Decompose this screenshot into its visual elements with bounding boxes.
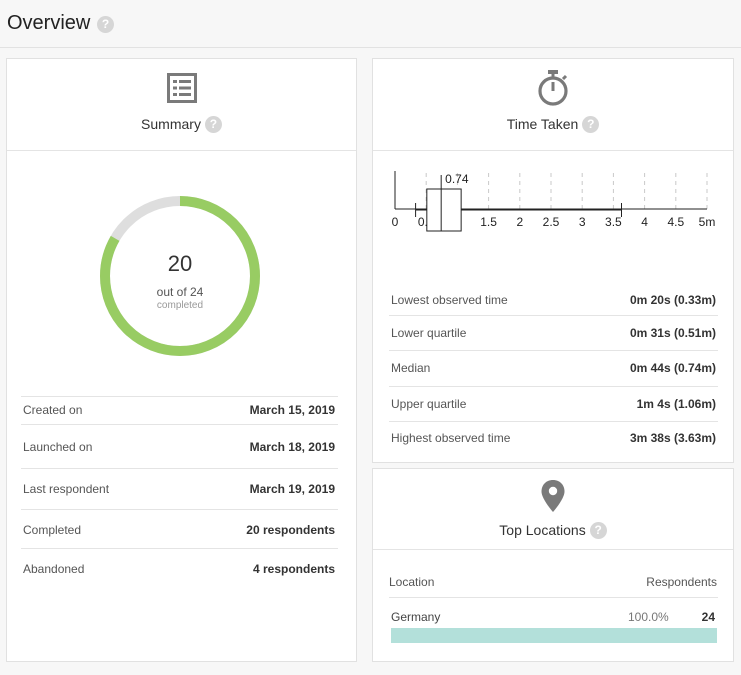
donut-caption: completed — [156, 300, 204, 311]
donut-chart — [100, 196, 260, 356]
tick-label: 2 — [516, 215, 523, 229]
row-value: 1m 4s (1.06m) — [636, 397, 716, 411]
row-value: 0m 44s (0.74m) — [629, 361, 716, 375]
location-name: Germany — [391, 610, 441, 624]
time-taken-title: Time Taken? — [373, 115, 733, 133]
tick-label: 3 — [579, 215, 586, 229]
row-label: Lowest observed time — [391, 293, 508, 307]
divider — [389, 597, 718, 598]
summary-title-text: Summary — [141, 116, 201, 132]
tick-label: 2.5 — [543, 215, 560, 229]
location-percent: 100.0% — [628, 610, 669, 624]
total-count-label: out of 24 — [156, 285, 204, 299]
row-label: Launched on — [23, 440, 93, 454]
location-column-header: Location — [389, 575, 435, 589]
median-label: 0.74 — [445, 172, 469, 186]
completed-count: 20 — [167, 251, 193, 276]
row-label: Upper quartile — [391, 397, 467, 411]
map-pin-icon — [541, 480, 565, 512]
time-taken-help-icon[interactable]: ? — [582, 115, 600, 133]
list-icon — [166, 73, 197, 103]
stopwatch-icon — [538, 70, 568, 106]
tick-label: 5m — [699, 215, 716, 229]
tick-label: 1.5 — [480, 215, 497, 229]
row-value: 4 respondents — [252, 562, 335, 576]
divider — [21, 509, 338, 510]
location-bar — [391, 628, 717, 643]
row-value: 0m 20s (0.33m) — [629, 293, 716, 307]
row-value: March 19, 2019 — [249, 482, 335, 496]
row-label: Lower quartile — [391, 326, 467, 340]
time-taken-title-text: Time Taken — [506, 116, 579, 132]
tick-label: 3.5 — [605, 215, 622, 229]
divider — [21, 468, 338, 469]
row-label: Completed — [23, 523, 82, 537]
page-title: Overview — [7, 12, 91, 34]
row-label: Abandoned — [23, 562, 85, 576]
page-header: Overview ? — [0, 0, 741, 48]
tick-label: 4.5 — [667, 215, 684, 229]
row-label: Median — [391, 361, 431, 375]
top-locations-header: Top Locations? — [373, 469, 733, 550]
divider — [21, 396, 338, 397]
row-label: Last respondent — [23, 482, 110, 496]
time-taken-header: Time Taken? — [373, 59, 733, 151]
row-value: 0m 31s (0.51m) — [629, 326, 716, 340]
location-bar-track — [391, 628, 717, 643]
summary-card-header: Summary? — [7, 59, 356, 151]
divider — [21, 548, 338, 549]
divider — [389, 315, 718, 316]
top-locations-title: Top Locations? — [373, 521, 733, 539]
quartile-box — [426, 188, 462, 232]
divider — [389, 386, 718, 387]
divider — [389, 421, 718, 422]
row-label: Created on — [23, 403, 83, 417]
completion-donut: 20 out of 24 completed — [99, 195, 261, 357]
row-value: March 15, 2019 — [249, 403, 335, 417]
row-value: 3m 38s (3.63m) — [629, 431, 716, 445]
respondents-column-header: Respondents — [646, 575, 717, 589]
row-value: 20 respondents — [246, 523, 335, 537]
top-locations-card: Top Locations? Location Respondents Germ… — [372, 468, 734, 662]
overview-help-icon[interactable]: ? — [97, 16, 114, 33]
donut-progress — [100, 196, 260, 356]
row-label: Highest observed time — [391, 431, 511, 445]
row-value: March 18, 2019 — [249, 440, 335, 454]
divider — [389, 350, 718, 351]
summary-title: Summary? — [7, 115, 356, 133]
tick-label: 4 — [641, 215, 648, 229]
top-locations-help-icon[interactable]: ? — [589, 521, 607, 539]
summary-help-icon[interactable]: ? — [204, 115, 222, 133]
divider — [21, 424, 338, 425]
tick-label: 0 — [392, 215, 399, 229]
location-count: 24 — [701, 610, 715, 624]
summary-card: Summary? 20 out of 24 completed Created … — [6, 58, 357, 662]
top-locations-title-text: Top Locations — [499, 522, 586, 538]
